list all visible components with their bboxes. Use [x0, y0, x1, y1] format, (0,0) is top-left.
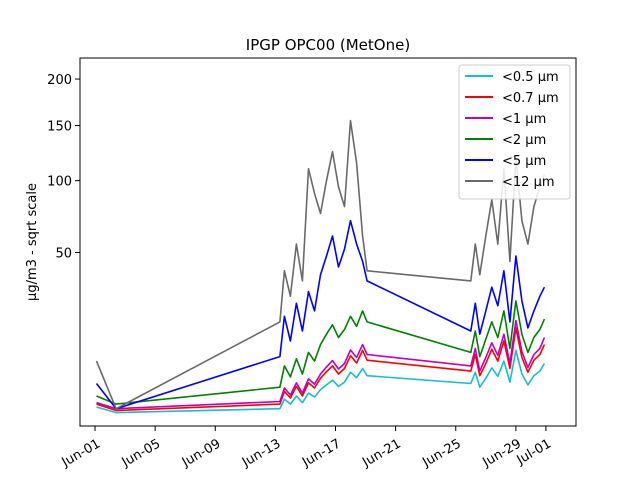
y-tick-label: 150 — [47, 120, 72, 135]
y-axis-ticks: 50 100 150 200 — [47, 73, 80, 262]
x-tick-label: Jun-05 — [119, 436, 163, 470]
x-tick-label: Jun-21 — [359, 436, 403, 470]
x-tick-label: Jun-25 — [419, 436, 463, 470]
legend-label: <2 µm — [502, 133, 546, 148]
x-axis-ticks: Jun-01 Jun-05 Jun-09 Jun-13 Jun-17 Jun-21 Jun-… — [59, 426, 554, 471]
series-line-1 — [96, 327, 546, 412]
y-tick-label: 50 — [55, 247, 72, 262]
legend-label: <0.7 µm — [502, 91, 559, 106]
x-tick-label: Jun-09 — [179, 436, 223, 470]
legend-label: <5 µm — [502, 154, 546, 169]
x-tick-label: Jun-17 — [299, 436, 343, 470]
x-tick-label: Jun-13 — [239, 436, 283, 470]
x-tick-label: Jun-01 — [59, 436, 103, 470]
x-tick-label: Jul-01 — [514, 436, 554, 468]
legend: <0.5 µm <0.7 µm <1 µm <2 µm <5 µm <12 µm — [458, 64, 571, 200]
series-line-2 — [96, 319, 546, 410]
series-group — [95, 119, 546, 414]
series-line-0 — [96, 349, 546, 414]
y-tick-label: 100 — [47, 175, 72, 190]
legend-label: <0.5 µm — [502, 70, 559, 85]
y-axis-label: µg/m3 - sqrt scale — [25, 183, 40, 301]
legend-label: <1 µm — [502, 112, 546, 127]
plot-frame — [79, 57, 577, 427]
series-line-4 — [95, 219, 546, 410]
legend-label: <12 µm — [502, 175, 555, 190]
series-line-3 — [96, 300, 546, 405]
chart-title: IPGP OPC00 (MetOne) — [246, 36, 410, 54]
y-tick-label: 200 — [47, 73, 72, 88]
legend-box — [458, 64, 571, 200]
